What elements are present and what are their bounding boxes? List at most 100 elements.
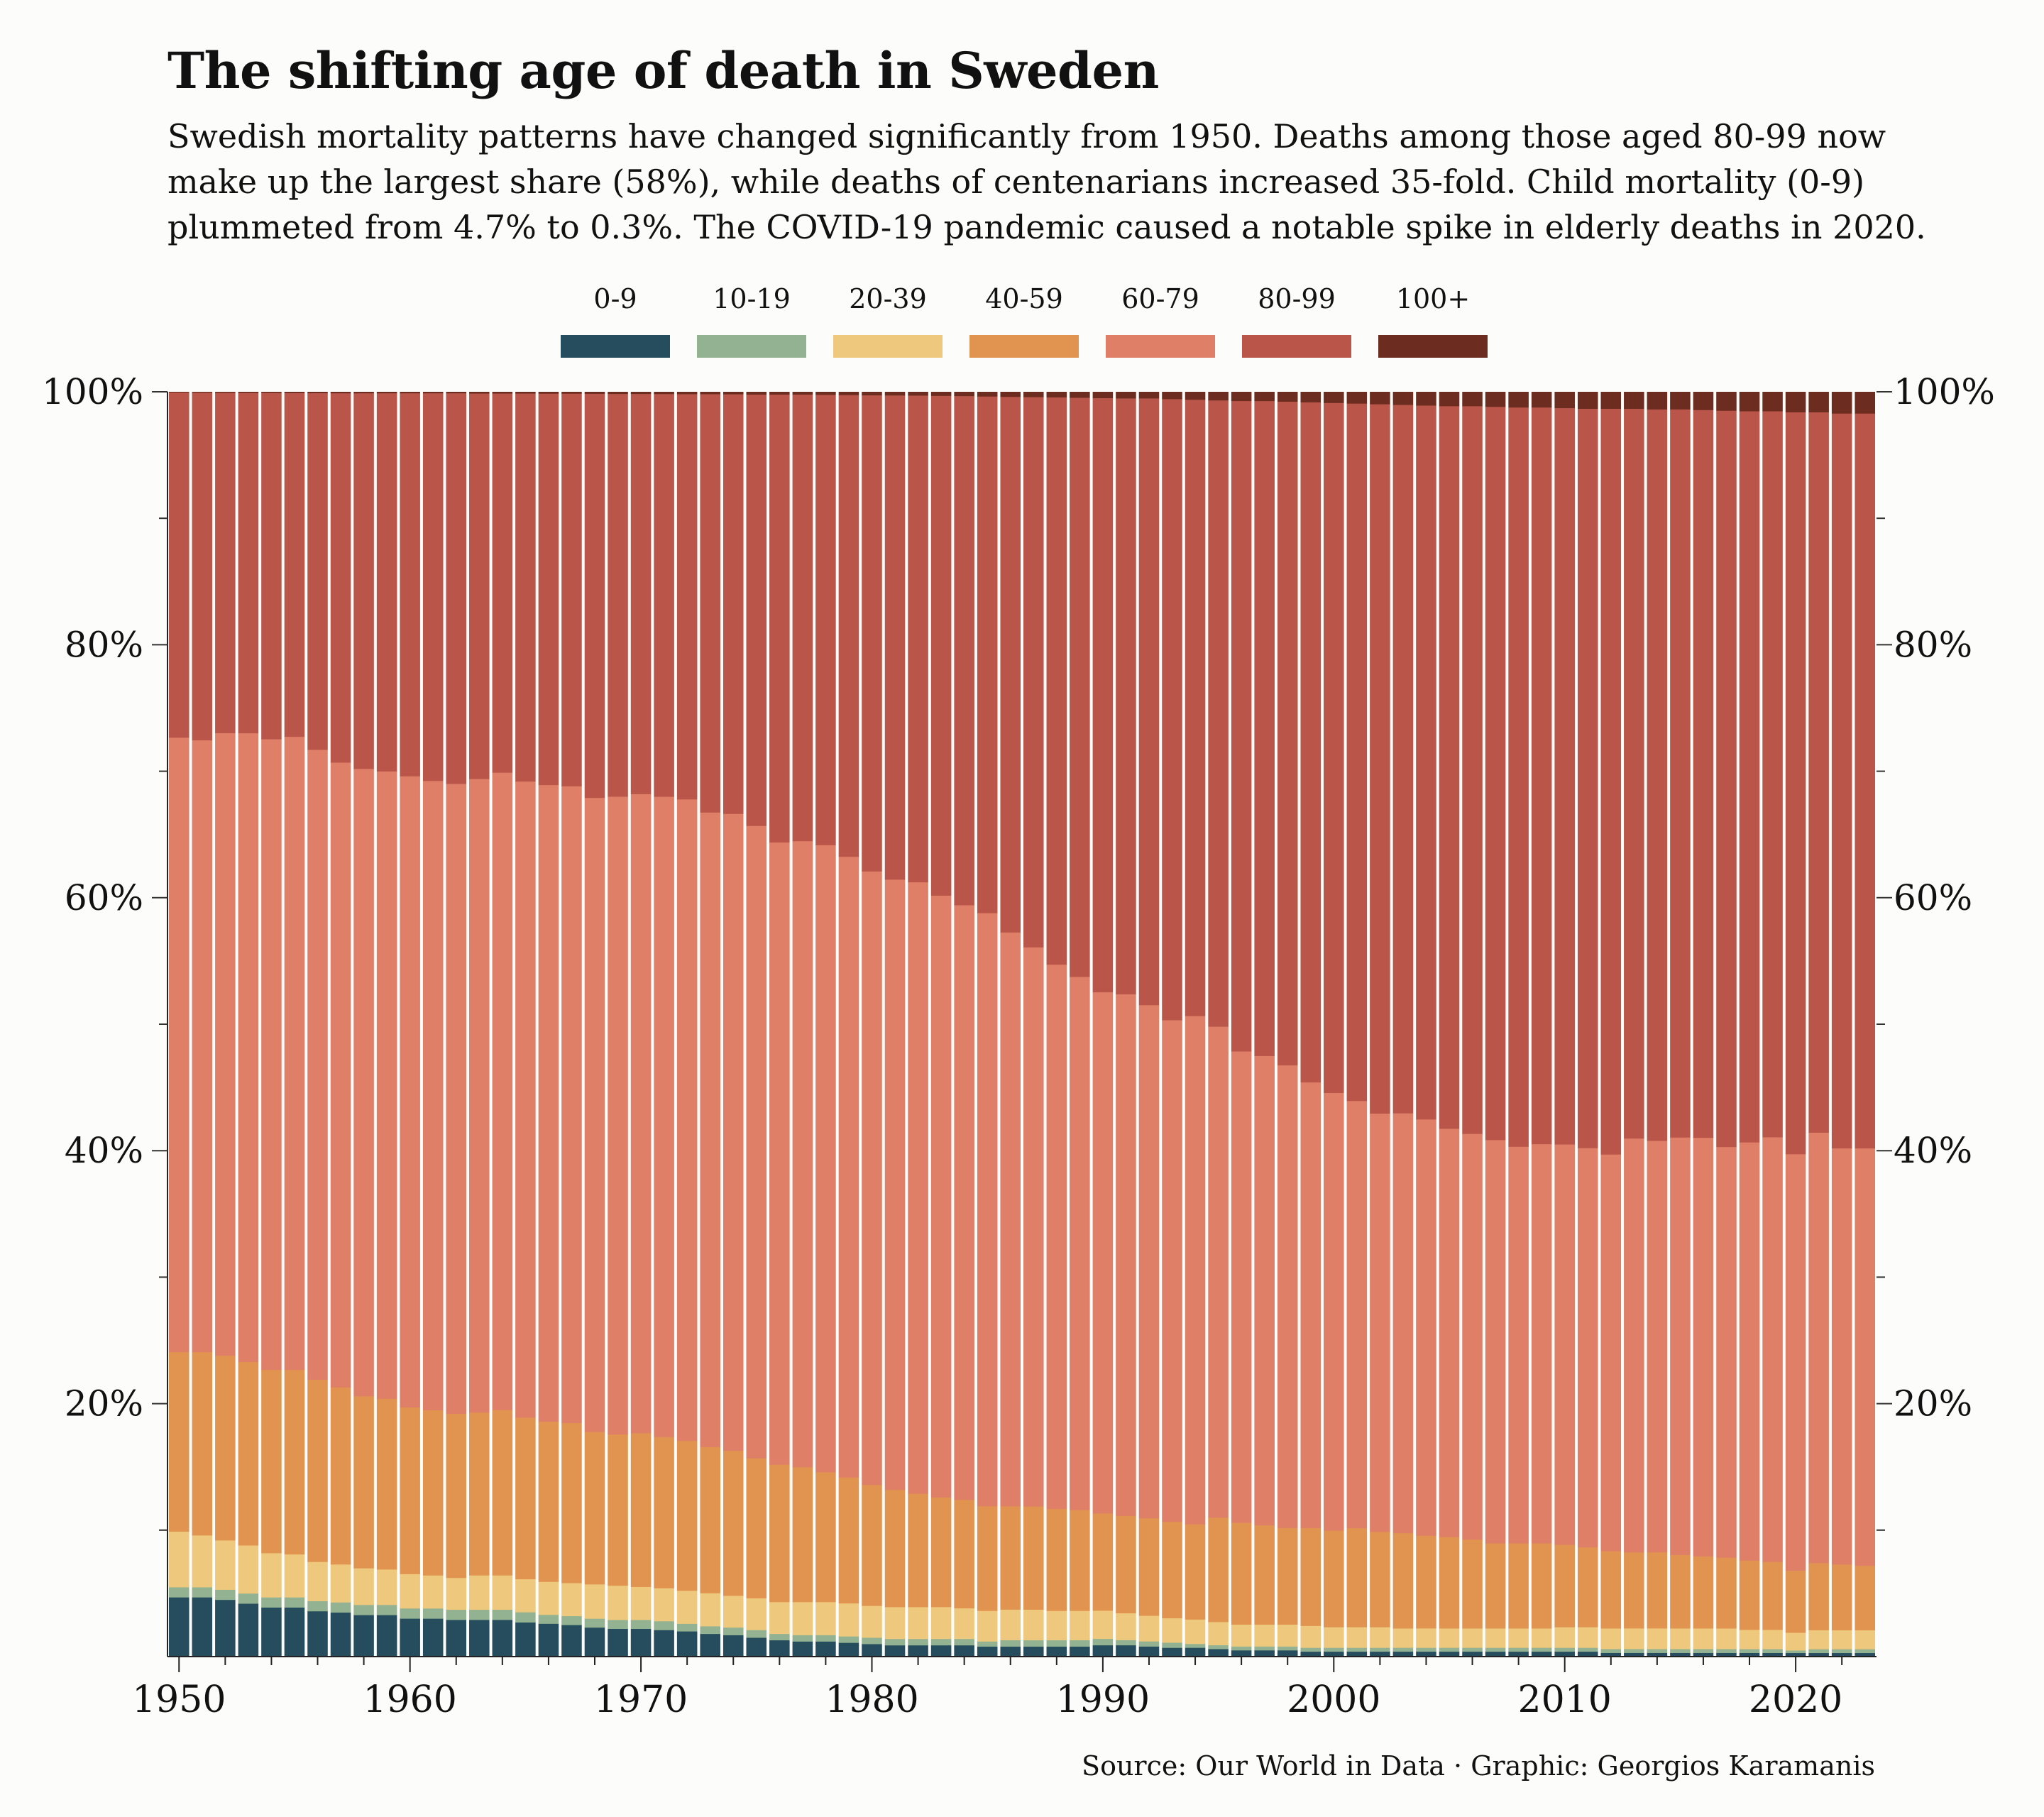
bar-segment-1971-60-79 [654,796,674,1437]
bar-segment-2002-0-9 [1370,1651,1390,1657]
bar-segment-1985-0-9 [977,1646,998,1657]
bar-segment-1987-60-79 [1023,947,1044,1507]
bar-segment-1995-20-39 [1208,1621,1229,1646]
bar-segment-2022-100+ [1831,392,1852,414]
bar-segment-2001-80-99 [1346,403,1368,1102]
bar-segment-1959-60-79 [376,771,397,1399]
bar-segment-1999-10-19 [1300,1647,1322,1652]
bar-segment-1995-40-59 [1208,1517,1229,1623]
axes-group: 20% 20% 40% 40% 60% 60% 80% 80% 100% 100% 1950 1960… [42,371,1995,1721]
bar-segment-1981-20-39 [884,1606,906,1640]
bar-segment-1977-40-59 [792,1466,813,1603]
bar-segment-1985-60-79 [977,913,998,1507]
bar-segment-1968-100+ [584,392,605,394]
bar-segment-2013-60-79 [1624,1138,1644,1553]
bar-segment-2006-100+ [1462,392,1483,407]
bar-segment-1950-10-19 [169,1587,189,1598]
y-tick-label-left: 100% [42,371,143,412]
bar-segment-2015-80-99 [1670,409,1691,1138]
bar-segment-1954-60-79 [261,739,282,1371]
bar-segment-2019-60-79 [1762,1137,1783,1562]
bar-segment-1974-100+ [722,392,744,395]
bar-segment-1970-100+ [630,392,652,395]
bar-segment-2016-40-59 [1693,1556,1714,1629]
source-caption: Source: Our World in Data · Graphic: Geo… [1082,1750,1875,1782]
bar-segment-1991-80-99 [1116,398,1136,994]
bar-segment-2000-40-59 [1324,1530,1344,1627]
legend-label-0-9: 0-9 [593,283,637,314]
bar-segment-1982-100+ [908,392,928,396]
bar-segment-1951-10-19 [192,1587,213,1598]
bar-segment-1971-0-9 [654,1630,674,1657]
bar-segment-1972-60-79 [676,798,698,1442]
bar-segment-1962-80-99 [446,393,467,784]
bar-segment-1997-10-19 [1254,1646,1275,1651]
bar-segment-1970-80-99 [630,393,652,794]
bar-segment-1957-60-79 [330,762,351,1388]
bar-segment-2011-40-59 [1577,1547,1598,1627]
bar-segment-1969-40-59 [608,1434,628,1586]
bar-segment-1956-80-99 [307,393,328,750]
bar-segment-2015-20-39 [1670,1628,1691,1649]
bar-segment-1983-60-79 [930,895,952,1498]
bar-segment-2018-60-79 [1739,1142,1760,1561]
bar-segment-1989-60-79 [1070,977,1090,1510]
bar-segment-2014-0-9 [1647,1652,1668,1657]
bar-segment-1965-20-39 [515,1579,536,1613]
x-tick-label: 1980 [825,1679,918,1721]
bar-segment-2008-0-9 [1508,1651,1529,1657]
bar-segment-1988-20-39 [1046,1610,1067,1641]
bar-segment-1971-10-19 [654,1620,674,1630]
bar-segment-2002-60-79 [1370,1113,1390,1532]
bar-segment-2013-10-19 [1624,1649,1644,1653]
bar-segment-2001-10-19 [1346,1647,1368,1652]
bar-segment-2023-40-59 [1855,1565,1875,1630]
bar-segment-2012-100+ [1600,392,1622,409]
legend-swatch-60-79 [1106,335,1215,358]
bar-segment-1977-60-79 [792,840,813,1468]
bar-segment-2011-0-9 [1577,1651,1598,1657]
bar-segment-2015-10-19 [1670,1649,1691,1653]
bar-segment-1988-80-99 [1046,397,1067,965]
bar-segment-1973-10-19 [700,1626,720,1635]
bar-segment-2003-100+ [1392,392,1414,405]
bar-segment-1995-60-79 [1208,1026,1229,1518]
bar-segment-2007-0-9 [1485,1651,1506,1657]
bar-segment-2004-80-99 [1416,405,1436,1120]
bar-segment-2000-0-9 [1324,1651,1344,1657]
bar-segment-2003-10-19 [1392,1647,1414,1652]
bar-segment-2014-40-59 [1647,1552,1668,1629]
bar-segment-2021-80-99 [1808,412,1829,1133]
bars-group [169,392,1875,1657]
bar-segment-1995-10-19 [1208,1645,1229,1649]
bar-segment-2004-100+ [1416,392,1436,406]
bar-segment-2022-60-79 [1831,1148,1852,1565]
y-tick-label-right: 60% [1894,877,1972,918]
bar-segment-1974-0-9 [722,1635,744,1657]
bar-segment-2006-20-39 [1462,1628,1483,1648]
bar-segment-2006-10-19 [1462,1647,1483,1652]
bar-segment-1996-40-59 [1231,1522,1252,1625]
bar-segment-1983-0-9 [930,1645,952,1657]
bar-segment-1993-20-39 [1162,1618,1182,1643]
bar-segment-2023-100+ [1855,392,1875,414]
bar-segment-2023-80-99 [1855,413,1875,1149]
bar-segment-2014-20-39 [1647,1628,1668,1649]
bar-segment-2007-100+ [1485,392,1506,407]
bar-segment-1985-10-19 [977,1641,998,1647]
bar-segment-2018-10-19 [1739,1649,1760,1653]
bar-segment-1966-40-59 [538,1421,559,1582]
bar-segment-1990-0-9 [1092,1645,1114,1657]
bar-segment-1954-0-9 [261,1607,282,1657]
bar-segment-1978-10-19 [815,1635,836,1642]
bar-segment-1962-40-59 [446,1413,467,1579]
bar-segment-2005-0-9 [1439,1651,1460,1657]
bar-segment-1976-60-79 [769,842,790,1465]
bar-segment-1986-0-9 [1000,1646,1021,1657]
bar-segment-1964-100+ [492,392,513,394]
bar-segment-1962-20-39 [446,1577,467,1610]
bar-segment-2012-10-19 [1600,1649,1622,1653]
bar-segment-2003-60-79 [1392,1113,1414,1534]
bar-segment-1998-40-59 [1277,1527,1298,1625]
y-tick-label-left: 40% [65,1130,143,1171]
